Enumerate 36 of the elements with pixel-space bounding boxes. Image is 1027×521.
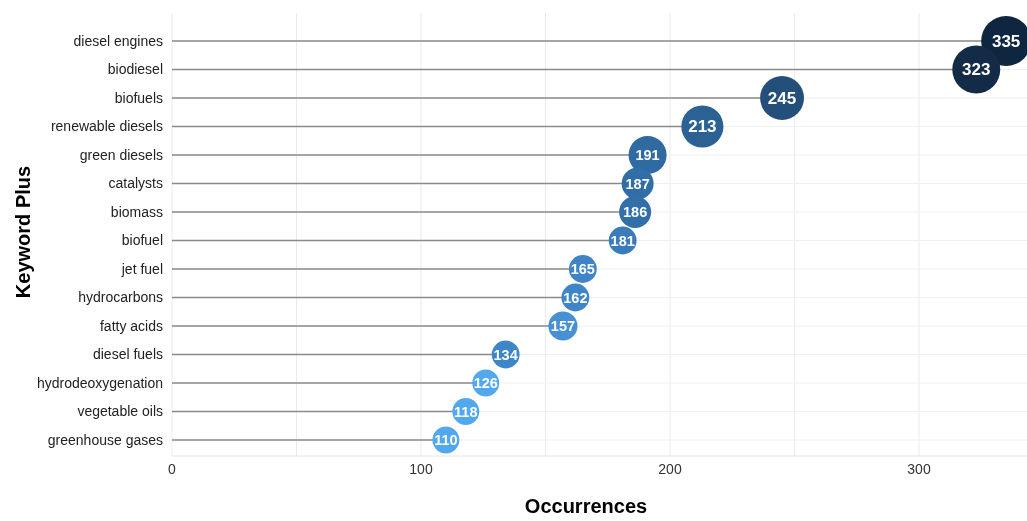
data-label: 118 (454, 403, 478, 420)
y-tick-label: biofuels (114, 89, 163, 106)
y-tick-label: diesel engines (73, 32, 163, 49)
data-label: 157 (550, 318, 576, 335)
data-label: 165 (570, 261, 595, 278)
data-label: 126 (473, 375, 498, 392)
y-tick-label: diesel fuels (92, 346, 163, 363)
y-tick-label: green diesels (79, 146, 163, 163)
data-label: 162 (563, 289, 588, 306)
data-label: 187 (625, 175, 650, 192)
x-tick-label: 200 (658, 461, 682, 477)
y-tick-label: hydrodeoxygenation (36, 374, 163, 391)
y-tick-label: greenhouse gases (47, 431, 163, 448)
x-tick-label: 300 (907, 461, 931, 477)
data-label: 191 (635, 147, 660, 164)
x-axis-title: Occurrences (524, 495, 648, 517)
data-label: 335 (991, 31, 1021, 51)
y-tick-label: jet fuel (120, 260, 163, 277)
y-tick-label: biomass (110, 203, 163, 220)
x-tick-label: 0 (168, 461, 177, 477)
y-axis-title: Keyword Plus (12, 165, 34, 299)
y-tick-label: biodiesel (107, 61, 163, 78)
data-label: 245 (767, 88, 797, 108)
data-label: 181 (610, 232, 635, 249)
data-label: 186 (623, 204, 648, 221)
data-label: 110 (434, 432, 458, 449)
y-tick-label: renewable diesels (50, 118, 163, 135)
data-label: 213 (688, 117, 717, 137)
y-tick-label: fatty acids (99, 317, 163, 334)
x-tick-label: 100 (409, 461, 433, 477)
y-tick-label: catalysts (108, 175, 163, 192)
data-label: 134 (493, 346, 518, 363)
data-label: 323 (962, 60, 991, 80)
y-tick-label: vegetable oils (77, 403, 163, 420)
y-tick-label: biofuel (121, 232, 163, 249)
y-tick-label: hydrocarbons (78, 289, 163, 306)
